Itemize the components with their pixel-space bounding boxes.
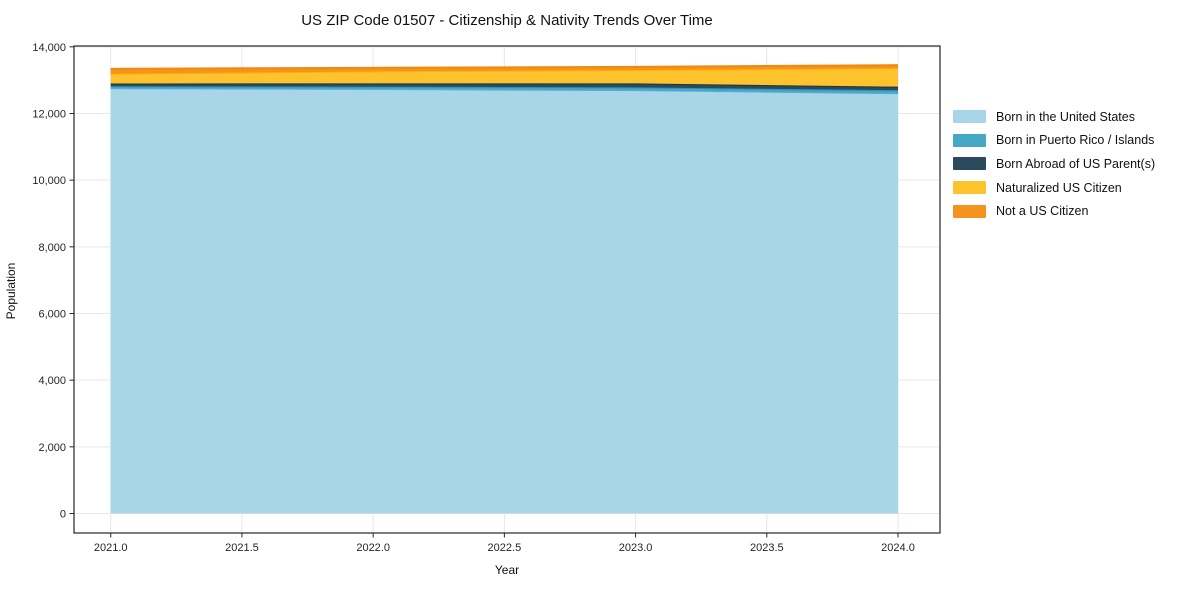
area-series-0 (110, 88, 899, 514)
legend: Born in the United States Born in Puerto … (953, 105, 1155, 223)
x-tick-label: 2021.5 (225, 542, 259, 554)
x-tick-label: 2022.5 (488, 542, 522, 554)
y-tick-label: 8,000 (38, 242, 66, 254)
legend-item: Naturalized US Citizen (953, 176, 1155, 200)
plot-border (73, 45, 941, 534)
legend-item: Not a US Citizen (953, 199, 1155, 223)
x-tick-label: 2024.0 (881, 542, 915, 554)
legend-swatch-icon (953, 133, 986, 147)
legend-item: Born Abroad of US Parent(s) (953, 152, 1155, 176)
legend-label: Naturalized US Citizen (996, 180, 1122, 195)
y-tick-label: 2,000 (38, 442, 66, 454)
y-tick-label: 4,000 (38, 375, 66, 387)
y-tick-label: 14,000 (32, 42, 66, 54)
area-series-4-edge (110, 64, 899, 70)
legend-label: Born in Puerto Rico / Islands (996, 133, 1155, 148)
x-tick-label: 2023.0 (619, 542, 653, 554)
legend-swatch-icon (953, 110, 986, 124)
legend-label: Born Abroad of US Parent(s) (996, 156, 1156, 171)
legend-swatch-icon (953, 181, 986, 195)
x-tick-label: 2023.5 (750, 542, 784, 554)
legend-item: Born in the United States (953, 105, 1155, 129)
area-series-1 (110, 86, 899, 94)
legend-item: Born in Puerto Rico / Islands (953, 129, 1155, 153)
legend-swatch-icon (953, 204, 986, 218)
x-tick-label: 2021.0 (94, 542, 128, 554)
legend-label: Not a US Citizen (996, 204, 1089, 219)
legend-swatch-icon (953, 157, 986, 171)
legend-label: Born in the United States (996, 109, 1135, 124)
x-tick-label: 2022.0 (356, 542, 390, 554)
y-tick-label: 10,000 (32, 175, 66, 187)
chart-title: US ZIP Code 01507 - Citizenship & Nativi… (301, 12, 713, 29)
y-tick-label: 0 (60, 509, 66, 521)
x-axis-label: Year (494, 563, 520, 577)
y-tick-label: 12,000 (32, 109, 66, 121)
y-tick-label: 6,000 (38, 309, 66, 321)
